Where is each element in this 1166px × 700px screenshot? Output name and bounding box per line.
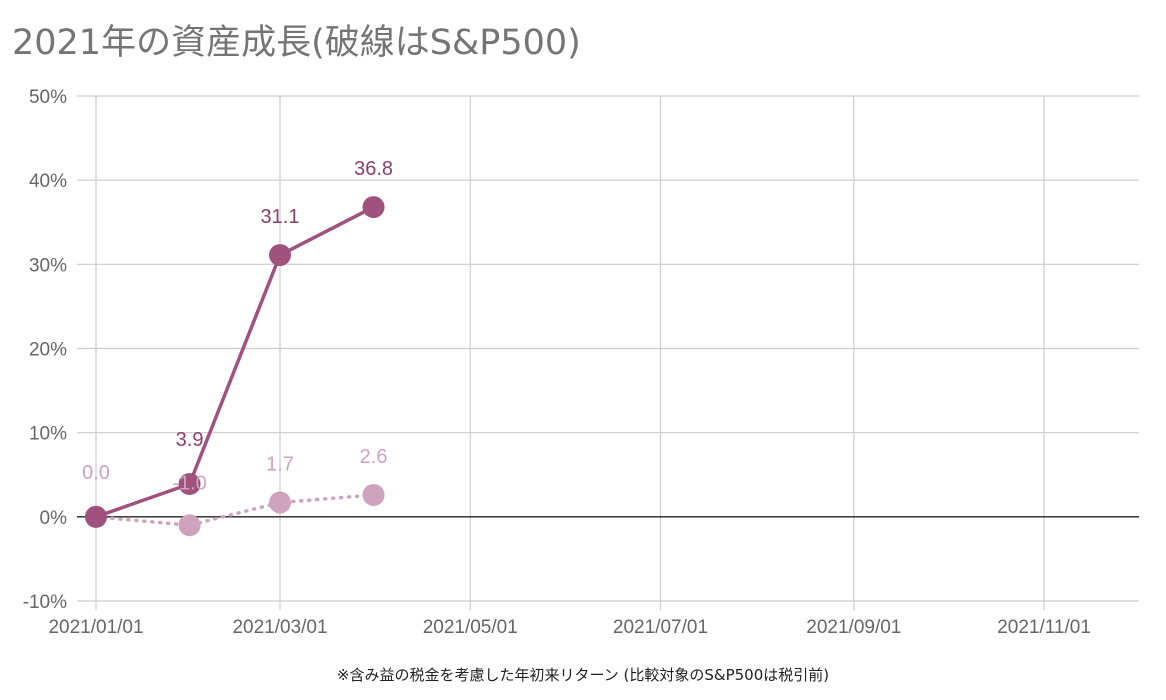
series-layer: [85, 196, 385, 537]
grid-layer: [77, 95, 1139, 610]
y-tick-label: 40%: [29, 171, 67, 192]
sp500-data-label: 0.0: [82, 462, 110, 484]
portfolio-point: [178, 473, 201, 496]
y-tick-label: -10%: [23, 592, 67, 613]
sp500-data-label: -1.0: [172, 472, 206, 494]
axis-layer: -10% 0% 10% 20% 30% 40% 50% 2021/01/01 2021/03/0…: [23, 87, 1139, 638]
y-tick-label: 50%: [29, 87, 67, 108]
portfolio-point: [362, 196, 385, 219]
x-tick-label: 2021/09/01: [806, 617, 901, 638]
footnote: ※含み益の税金を考慮した年初来リターン (比較対象のS&P500は税引前): [336, 666, 830, 684]
x-tick-label: 2021/01/01: [48, 617, 143, 638]
sp500-point: [362, 483, 385, 506]
x-tick-label: 2021/11/01: [997, 617, 1091, 638]
sp500-data-label: 1.7: [266, 454, 294, 476]
y-tick-label: 10%: [29, 424, 67, 445]
sp500-series-line: [94, 493, 376, 527]
portfolio-data-label: 36.8: [354, 158, 393, 180]
portfolio-point: [269, 244, 291, 267]
label-layer: 3.9 31.1 36.8 0.0 -1.0 1.7 2.6: [82, 158, 393, 494]
sp500-point: [178, 514, 201, 537]
y-tick-label: 0%: [40, 508, 68, 529]
sp500-data-label: 2.6: [360, 446, 388, 468]
x-tick-label: 2021/07/01: [613, 617, 708, 638]
x-tick-label: 2021/03/01: [232, 617, 327, 638]
y-tick-label: 20%: [29, 340, 67, 361]
portfolio-point: [85, 505, 107, 528]
portfolio-data-label: 31.1: [261, 206, 300, 228]
portfolio-series-line: [94, 205, 376, 519]
y-tick-label: 30%: [29, 255, 67, 276]
chart-title: 2021年の資産成長(破線はS&P500): [12, 23, 581, 63]
portfolio-data-label: 3.9: [176, 429, 204, 451]
sp500-point: [269, 491, 291, 514]
x-tick-label: 2021/05/01: [423, 617, 518, 638]
